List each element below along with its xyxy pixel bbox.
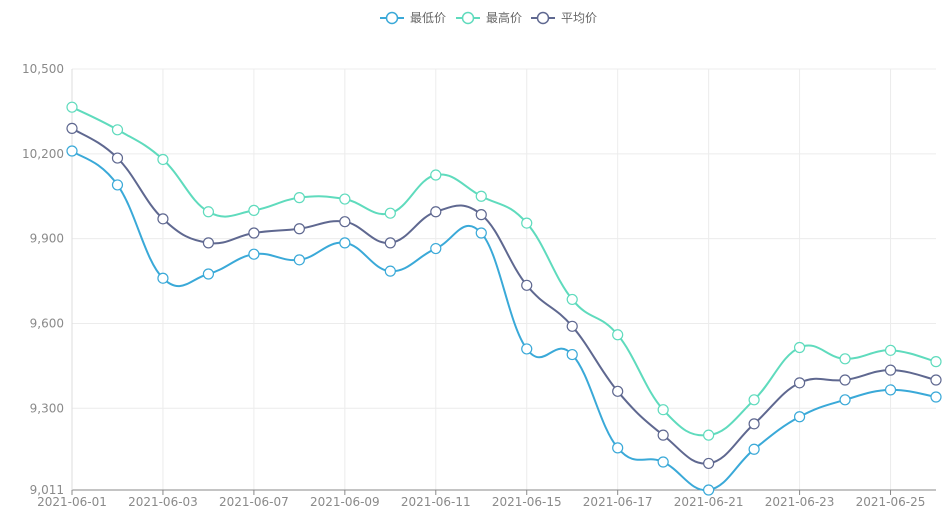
data-point[interactable] [793,341,806,354]
data-point[interactable] [793,411,806,423]
data-point[interactable] [612,385,624,397]
data-point[interactable] [293,192,305,204]
x-tick-label: 2021-06-25 [856,495,926,509]
data-point[interactable] [793,377,806,389]
data-point[interactable] [248,227,260,239]
legend-item[interactable]: 最高价 [456,10,522,25]
data-point[interactable] [748,443,760,455]
data-point[interactable] [748,418,760,430]
data-point[interactable] [930,356,942,368]
data-point[interactable] [521,217,533,229]
data-point[interactable] [612,442,624,454]
y-tick-label: 9,300 [30,401,64,415]
data-point[interactable] [157,213,169,225]
data-point[interactable] [111,124,124,136]
y-tick-label: 10,500 [22,62,64,76]
data-point[interactable] [293,223,305,235]
data-point[interactable] [430,206,442,218]
y-tick-label: 10,200 [22,147,64,161]
data-point[interactable] [339,193,351,205]
x-tick-label: 2021-06-09 [310,495,380,509]
grid-lines [72,68,936,490]
data-point[interactable] [475,227,487,239]
series-1 [66,145,942,496]
data-point[interactable] [66,122,78,134]
x-tick-label: 2021-06-03 [128,495,198,509]
x-tick-label: 2021-06-17 [583,495,653,509]
data-point[interactable] [884,384,897,396]
legend-label: 最高价 [486,10,522,25]
data-point[interactable] [202,268,215,280]
data-point[interactable] [293,254,305,266]
x-tick-label: 2021-06-11 [401,495,471,509]
data-point[interactable] [657,456,669,468]
data-point[interactable] [430,242,442,255]
legend-label: 最低价 [410,11,446,25]
data-point[interactable] [430,169,442,181]
data-point[interactable] [703,457,715,470]
data-point[interactable] [475,190,487,202]
data-point[interactable] [66,145,78,157]
y-tick-label: 9,900 [30,232,64,246]
data-point[interactable] [111,179,124,191]
axes: 9,011 9,300 9,600 9,900 10,200 10,500 2021-06-… [22,62,936,509]
series-line [71,106,937,437]
data-point[interactable] [839,374,851,386]
data-point[interactable] [930,374,942,386]
data-point[interactable] [884,344,897,356]
series-2 [66,101,942,441]
data-point[interactable] [703,429,715,441]
data-point[interactable] [202,237,215,249]
data-point[interactable] [202,206,215,218]
data-point[interactable] [748,394,760,406]
data-point[interactable] [248,248,260,260]
x-tick-label: 2021-06-01 [37,495,107,509]
legend-marker-icon [461,11,475,25]
legend-label: 平均价 [561,11,597,25]
x-tick-label: 2021-06-07 [219,495,289,509]
data-point[interactable] [384,237,396,249]
data-point[interactable] [703,484,715,496]
data-point[interactable] [111,152,124,164]
y-tick-label: 9,600 [30,316,64,330]
series-line [71,150,937,492]
x-tick-label: 2021-06-23 [765,495,835,509]
legend[interactable]: 最低价 最高价 平均价 [380,10,597,25]
data-point[interactable] [930,391,942,403]
legend-marker-icon [385,11,399,25]
data-point[interactable] [839,353,851,365]
data-point[interactable] [566,320,578,332]
data-point[interactable] [66,101,78,113]
series-group [66,101,942,496]
legend-item[interactable]: 平均价 [531,11,597,25]
data-point[interactable] [384,207,396,219]
data-point[interactable] [339,216,351,228]
series-3 [66,122,942,470]
data-point[interactable] [521,343,533,355]
data-point[interactable] [657,404,669,416]
data-point[interactable] [157,153,169,166]
x-tick-label: 2021-06-15 [492,495,562,509]
legend-item[interactable]: 最低价 [380,11,446,25]
data-point[interactable] [248,204,260,216]
data-point[interactable] [612,329,624,341]
data-point[interactable] [657,429,669,441]
data-point[interactable] [884,364,897,376]
y-tick-label: 9,011 [30,483,64,497]
data-point[interactable] [157,272,169,284]
data-point[interactable] [384,265,396,277]
data-point[interactable] [521,279,533,291]
data-point[interactable] [475,209,487,221]
data-point[interactable] [839,394,851,406]
data-point[interactable] [566,348,578,361]
data-point[interactable] [339,237,351,249]
data-point[interactable] [566,293,578,306]
x-tick-label: 2021-06-21 [674,495,744,509]
legend-marker-icon [536,11,550,25]
